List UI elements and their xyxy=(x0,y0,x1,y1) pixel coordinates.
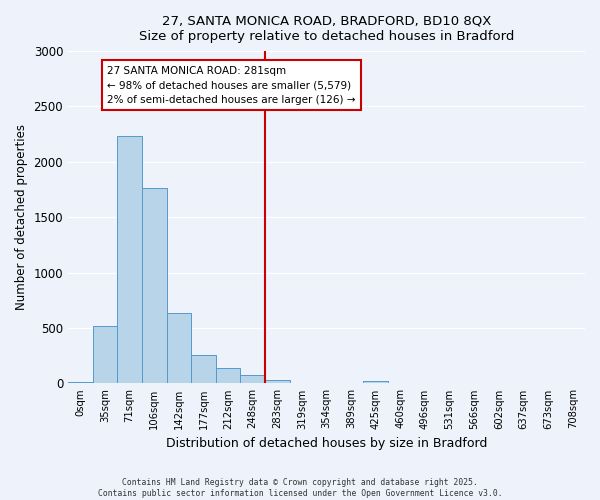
Text: Contains HM Land Registry data © Crown copyright and database right 2025.
Contai: Contains HM Land Registry data © Crown c… xyxy=(98,478,502,498)
Bar xyxy=(265,380,290,384)
Bar xyxy=(241,375,265,384)
Y-axis label: Number of detached properties: Number of detached properties xyxy=(15,124,28,310)
Bar xyxy=(117,136,142,384)
Bar xyxy=(290,383,314,384)
Bar xyxy=(167,313,191,384)
Bar xyxy=(191,354,216,384)
Bar xyxy=(92,326,117,384)
Title: 27, SANTA MONICA ROAD, BRADFORD, BD10 8QX
Size of property relative to detached : 27, SANTA MONICA ROAD, BRADFORD, BD10 8Q… xyxy=(139,15,514,43)
Text: 27 SANTA MONICA ROAD: 281sqm
← 98% of detached houses are smaller (5,579)
2% of : 27 SANTA MONICA ROAD: 281sqm ← 98% of de… xyxy=(107,66,356,105)
Bar xyxy=(216,368,241,384)
Bar xyxy=(364,381,388,384)
Bar xyxy=(142,188,167,384)
Bar xyxy=(68,382,92,384)
X-axis label: Distribution of detached houses by size in Bradford: Distribution of detached houses by size … xyxy=(166,437,487,450)
